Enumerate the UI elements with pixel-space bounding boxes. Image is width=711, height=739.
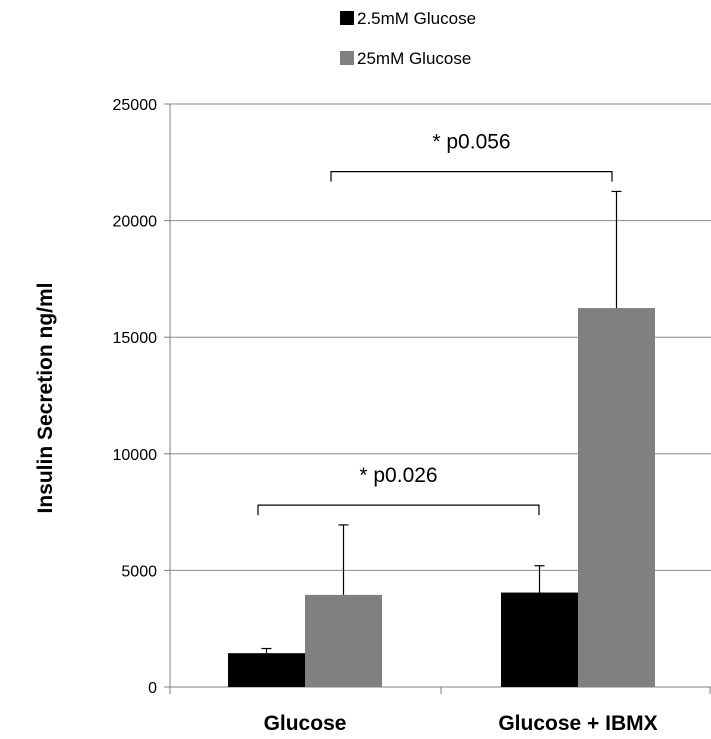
x-category-label: Glucose [264, 712, 347, 735]
bar-high-glucose [305, 594, 382, 687]
significance-label: * p0.056 [432, 131, 510, 154]
category-labels: Glucose Glucose + IBMX [264, 712, 658, 735]
y-tick-label: 5000 [121, 563, 157, 580]
y-axis-title: Insulin Secretion ng/ml [34, 282, 57, 513]
significance-bracket [257, 504, 540, 516]
x-category-label: Glucose + IBMX [498, 712, 657, 735]
significance-annotations: * p0.026 * p0.056 [257, 131, 613, 516]
y-tick-label: 15000 [113, 330, 158, 347]
error-bars [261, 190, 622, 654]
legend-label: 25mM Glucose [357, 49, 471, 68]
y-tick-labels: 0 5000 10000 15000 20000 25000 [113, 97, 158, 697]
significance-bracket [330, 171, 613, 182]
legend-label: 2.5mM Glucose [357, 9, 476, 28]
bar-high-glucose [578, 308, 655, 687]
legend: 2.5mM Glucose 25mM Glucose [340, 9, 476, 68]
y-tick-label: 10000 [113, 447, 158, 464]
bars [228, 308, 655, 687]
y-tick-label: 20000 [113, 214, 158, 231]
bar-low-glucose [501, 592, 578, 687]
significance-label: * p0.026 [359, 464, 437, 487]
y-tick-label: 0 [148, 680, 157, 697]
legend-swatch [340, 51, 354, 65]
y-tick-label: 25000 [113, 97, 158, 114]
legend-swatch [340, 11, 354, 25]
bar-low-glucose [228, 653, 305, 687]
